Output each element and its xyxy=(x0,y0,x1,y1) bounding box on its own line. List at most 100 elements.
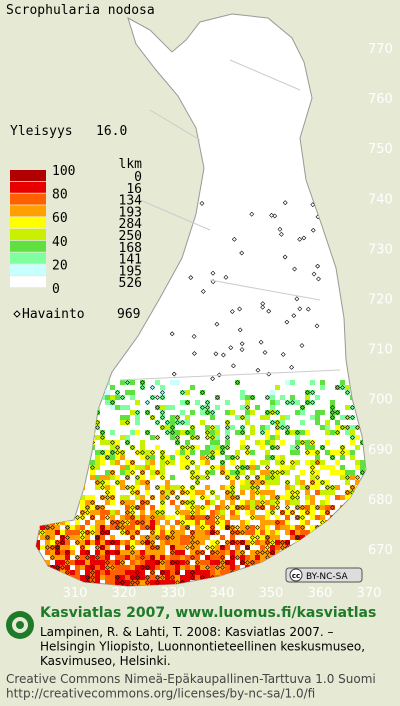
cell xyxy=(255,560,260,565)
cell xyxy=(135,555,140,560)
cell xyxy=(180,400,185,405)
observation xyxy=(55,545,60,550)
observation xyxy=(150,570,155,575)
cell xyxy=(350,380,355,385)
cell xyxy=(310,505,315,510)
cell xyxy=(125,415,130,420)
cell xyxy=(195,545,200,550)
cell xyxy=(90,505,95,510)
observation xyxy=(60,565,65,570)
cell xyxy=(210,410,215,415)
observation xyxy=(55,565,60,570)
cell xyxy=(345,390,350,395)
cell xyxy=(180,580,185,585)
cell xyxy=(30,580,35,585)
cell xyxy=(255,555,260,560)
cell xyxy=(170,415,175,420)
cell xyxy=(275,515,280,520)
cell xyxy=(36,550,40,555)
cell xyxy=(170,555,175,560)
cell xyxy=(350,455,355,460)
northing-label: 680 xyxy=(368,493,393,508)
cell xyxy=(90,420,95,425)
cell xyxy=(230,495,235,500)
observation xyxy=(275,470,280,475)
cell xyxy=(235,495,240,500)
cell xyxy=(30,570,35,575)
observation xyxy=(185,545,190,550)
cell xyxy=(130,540,135,545)
observation xyxy=(140,540,145,545)
observation xyxy=(250,560,255,565)
cell xyxy=(300,585,305,586)
cell xyxy=(135,415,140,420)
cell xyxy=(165,480,170,485)
observation xyxy=(170,535,175,540)
cell xyxy=(250,465,255,470)
license-line: Creative Commons Nimeä-Epäkaupallinen-Ta… xyxy=(6,672,376,686)
cell xyxy=(60,545,65,550)
cell xyxy=(170,545,175,550)
observation xyxy=(130,490,135,495)
observation xyxy=(205,455,210,460)
cell xyxy=(45,445,50,450)
cell xyxy=(240,390,245,395)
cell xyxy=(135,400,140,405)
count-label: 195 xyxy=(119,264,142,279)
cell xyxy=(125,545,130,550)
cell xyxy=(270,505,275,510)
cell xyxy=(180,445,185,450)
cell xyxy=(185,560,190,565)
cell xyxy=(335,545,340,550)
observation xyxy=(75,515,80,520)
cell xyxy=(355,435,360,440)
cell xyxy=(115,565,120,570)
cell xyxy=(345,560,350,565)
legend-swatch xyxy=(10,170,46,181)
cell xyxy=(270,405,275,410)
cell xyxy=(115,390,120,395)
cell xyxy=(30,490,35,495)
cell xyxy=(215,550,220,555)
cell xyxy=(60,535,65,540)
cell xyxy=(290,560,295,565)
observation xyxy=(305,390,310,395)
observation xyxy=(360,540,365,545)
observation xyxy=(160,500,165,505)
cell xyxy=(335,555,340,560)
cell xyxy=(365,535,366,540)
cell xyxy=(210,440,215,445)
cell xyxy=(100,585,105,586)
observation xyxy=(225,420,230,425)
cell xyxy=(315,545,320,550)
observation xyxy=(125,475,130,480)
observation xyxy=(245,405,250,410)
observation xyxy=(325,535,330,540)
cell xyxy=(330,490,335,495)
cell xyxy=(245,525,250,530)
cell xyxy=(145,560,150,565)
observation xyxy=(85,510,90,515)
cell xyxy=(110,580,115,585)
cell xyxy=(220,560,225,565)
cell xyxy=(115,555,120,560)
observation xyxy=(365,535,366,540)
observation xyxy=(75,555,80,560)
cell xyxy=(255,540,260,545)
observation xyxy=(95,480,100,485)
observation xyxy=(239,347,245,353)
cell xyxy=(135,540,140,545)
cell xyxy=(36,540,40,545)
observation xyxy=(295,560,300,565)
cell xyxy=(195,560,200,565)
northing-label: 670 xyxy=(368,543,393,558)
observation xyxy=(170,545,175,550)
cell xyxy=(65,565,70,570)
cell xyxy=(180,430,185,435)
cell xyxy=(100,505,105,510)
observation xyxy=(170,425,175,430)
cell xyxy=(190,425,195,430)
cell xyxy=(250,535,255,540)
cell xyxy=(230,565,235,570)
cell xyxy=(245,480,250,485)
